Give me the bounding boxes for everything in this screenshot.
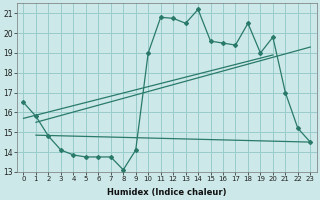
X-axis label: Humidex (Indice chaleur): Humidex (Indice chaleur) xyxy=(107,188,227,197)
